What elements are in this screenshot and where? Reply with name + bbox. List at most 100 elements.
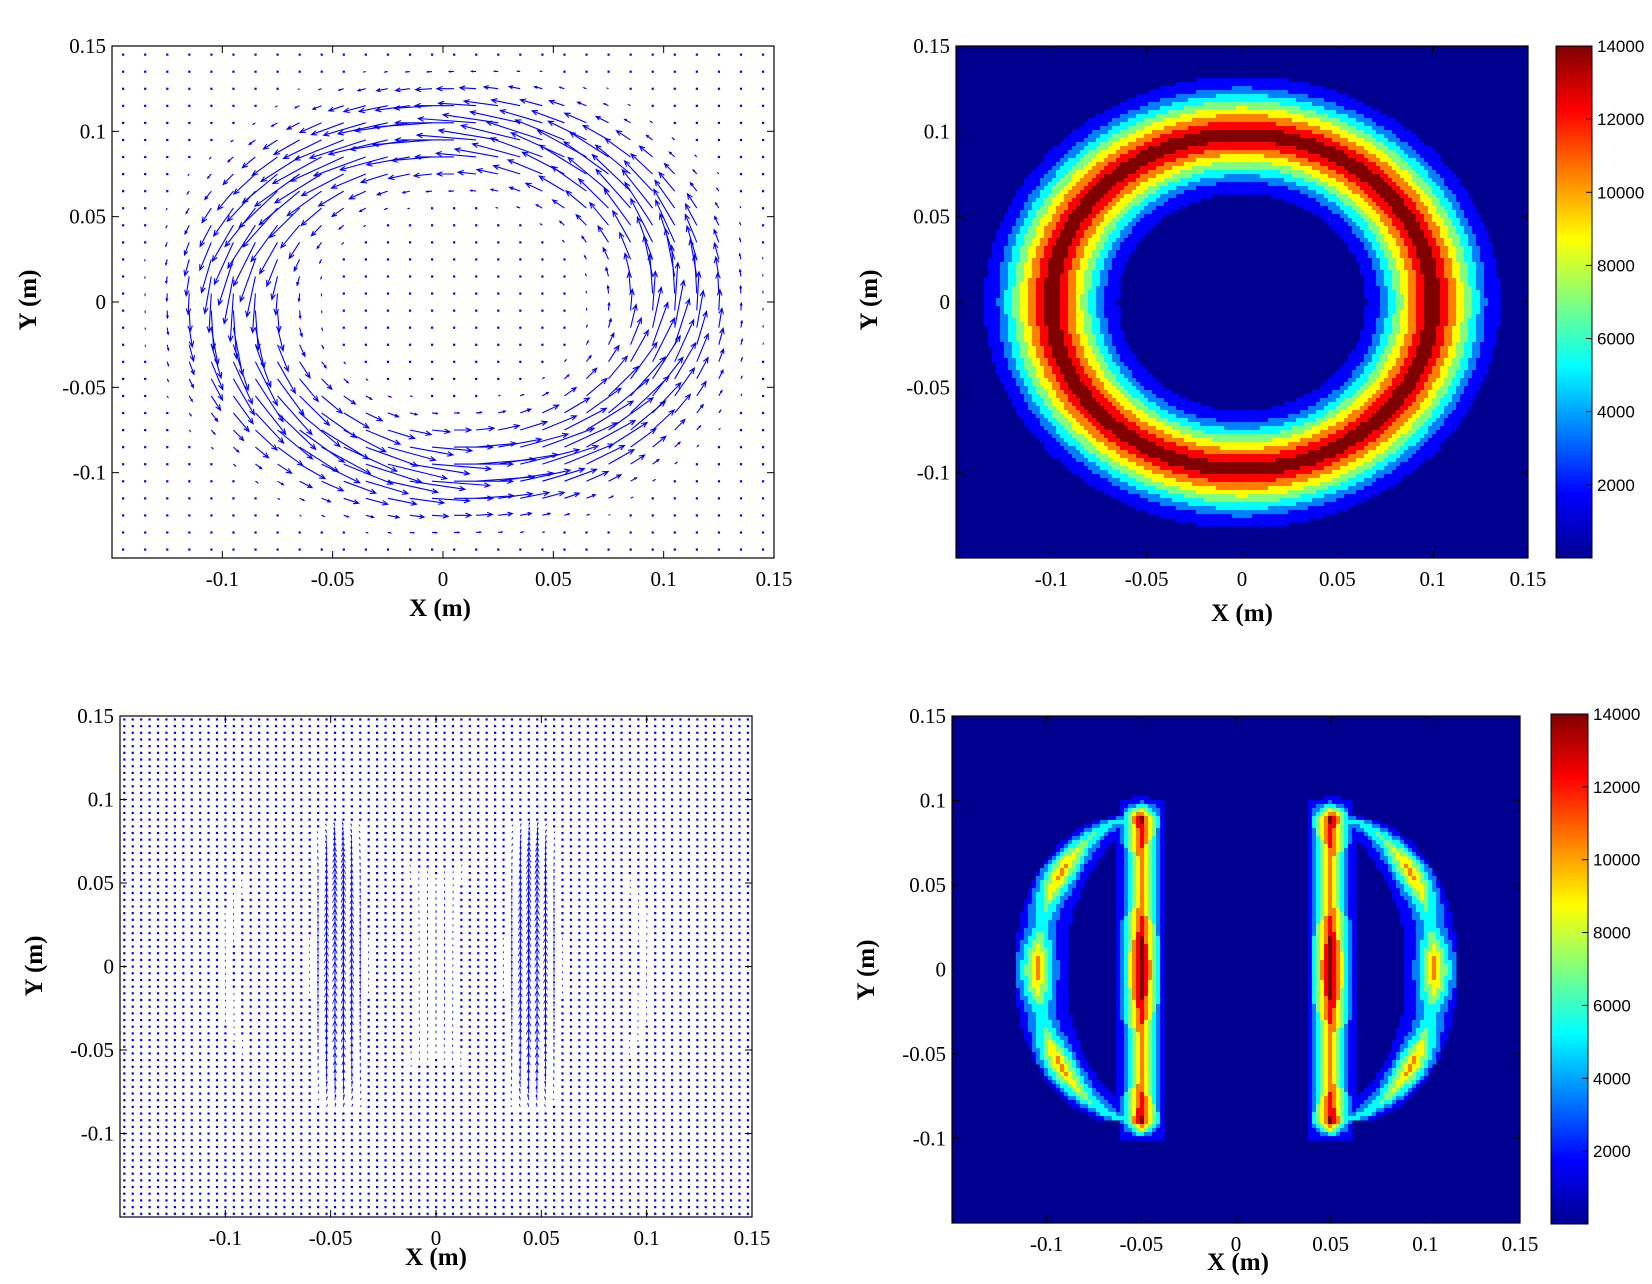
heatmap-cell [1460,186,1464,190]
heatmap-cell [1364,110,1368,114]
heatmap-cell [1356,246,1360,250]
heatmap-cell [1368,258,1372,262]
heatmap-cell [1120,218,1124,222]
heatmap-cell [1224,146,1228,150]
heatmap-cell [1308,206,1312,210]
heatmap-cell [1364,218,1368,222]
heatmap-cell [1364,198,1368,202]
heatmap-cell [1212,114,1216,118]
quiver-arrow [260,242,278,273]
heatmap-cell [1436,278,1440,282]
heatmap-cell [1340,186,1344,190]
heatmap-cell [1240,110,1244,114]
heatmap-cell [1332,218,1336,222]
heatmap-cell [1380,170,1384,174]
heatmap-cell [1312,90,1316,94]
heatmap-cell [1264,142,1268,146]
heatmap-cell [1380,146,1384,150]
heatmap-cell [1052,278,1056,282]
quiver-arrow [319,191,344,206]
heatmap-cell [1240,150,1244,154]
heatmap-cell [1100,218,1104,222]
heatmap-cell [1400,150,1404,154]
heatmap-cell [1276,134,1280,138]
heatmap-cell [1212,150,1216,154]
heatmap-cell [1324,194,1328,198]
heatmap-cell [1216,114,1220,118]
heatmap-cell [1068,178,1072,182]
heatmap-cell [1048,218,1052,222]
quiver-arrow [449,190,454,191]
quiver-arrow [344,430,386,452]
heatmap-cell [1296,166,1300,170]
quiver-dot [321,548,323,550]
heatmap-cell [1156,90,1160,94]
quiver-dot [387,54,389,56]
heatmap-cell [1084,122,1088,126]
heatmap-cell [1048,274,1052,278]
heatmap-cell [1372,262,1376,266]
heatmap-cell [1384,270,1388,274]
heatmap-cell [1236,138,1240,142]
heatmap-cell [1280,182,1284,186]
heatmap-cell [1108,262,1112,266]
heatmap-cell [1116,226,1120,230]
quiver-dot [541,241,543,243]
heatmap-cell [1164,142,1168,146]
heatmap-cell [1364,106,1368,110]
heatmap-cell [1084,278,1088,282]
heatmap-cell [1056,246,1060,250]
quiver-dot [740,514,742,516]
quiver-arrow [166,294,168,301]
quiver-dot [475,258,477,260]
heatmap-cell [1296,198,1300,202]
quiver-dot [718,71,720,73]
heatmap-cell [1136,102,1140,106]
heatmap-cell [1188,102,1192,106]
heatmap-cell [1032,262,1036,266]
heatmap-cell [1084,194,1088,198]
heatmap-cell [1284,170,1288,174]
quiver-dot [122,54,124,56]
heatmap-cell [1348,130,1352,134]
heatmap-cell [1208,86,1212,90]
heatmap-cell [1384,254,1388,258]
heatmap-cell [1204,102,1208,106]
quiver-arrow [471,190,476,192]
heatmap-cell [1016,250,1020,254]
heatmap-cell [1400,190,1404,194]
quiver-arrow [410,532,414,533]
heatmap-cell [1164,90,1168,94]
heatmap-cell [1052,198,1056,202]
heatmap-cell [1140,222,1144,226]
heatmap-cell [1308,142,1312,146]
heatmap-cell [1244,126,1248,130]
heatmap-cell [1172,102,1176,106]
heatmap-cell [1072,174,1076,178]
heatmap-cell [1472,206,1476,210]
heatmap-cell [1408,214,1412,218]
quiver-dot [321,54,323,56]
heatmap-cell [1332,166,1336,170]
heatmap-cell [1020,270,1024,274]
heatmap-cell [1384,246,1388,250]
heatmap-cell [1108,118,1112,122]
heatmap-cell [1332,182,1336,186]
heatmap-cell [1084,186,1088,190]
heatmap-cell [1172,170,1176,174]
heatmap-cell [1100,234,1104,238]
heatmap-cell [1392,138,1396,142]
heatmap-cell [1248,142,1252,146]
heatmap-cell [1324,90,1328,94]
quiver-arrow [189,396,192,401]
heatmap-cell [1240,138,1244,142]
heatmap-cell [1092,186,1096,190]
heatmap-cell [1176,162,1180,166]
quiver-dot [453,378,455,380]
heatmap-cell [1356,154,1360,158]
quiver-dot [144,412,146,414]
heatmap-cell [1148,138,1152,142]
heatmap-cell [1096,154,1100,158]
heatmap-cell [1284,130,1288,134]
heatmap-cell [1312,174,1316,178]
